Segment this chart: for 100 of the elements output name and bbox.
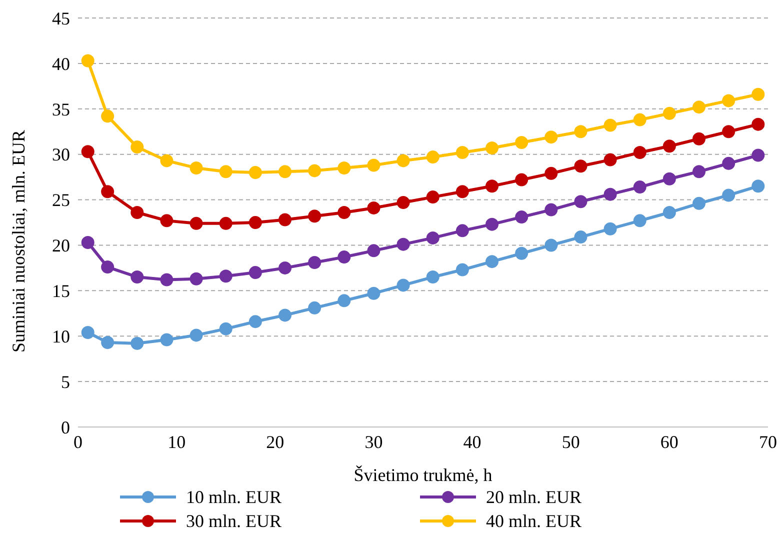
point [633,146,646,160]
point [81,54,94,68]
point [486,141,498,154]
y-tick-label: 15 [52,281,70,302]
x-tick-label: 0 [74,432,82,452]
point [574,230,588,244]
point [662,172,676,186]
x-tick-label: 50 [562,432,580,452]
legend-label: 40 mln. EUR [486,510,582,532]
point [662,140,676,153]
point [604,222,617,236]
x-tick-label: 60 [660,432,678,452]
point [190,216,203,230]
point [396,238,410,251]
point [456,146,469,160]
point [338,294,351,308]
point [248,166,262,180]
point [248,216,262,229]
point [338,250,351,264]
point [367,158,380,172]
point [456,263,469,276]
point [308,210,322,223]
point [604,188,617,201]
point [722,188,736,202]
point [190,272,203,286]
point [367,286,380,300]
point [219,322,232,336]
point [396,154,410,168]
point [486,218,498,231]
point [722,94,736,108]
point [515,173,528,186]
point [190,328,203,342]
point [426,190,440,204]
point [633,214,646,228]
point [662,106,676,120]
point [544,238,558,252]
point [308,164,322,178]
point [692,165,706,178]
point [515,210,528,224]
point [81,326,94,339]
y-tick-label: 45 [52,8,70,28]
point [308,256,322,269]
y-tick-label: 20 [52,236,70,256]
point [101,110,114,123]
point [604,153,617,166]
point [752,180,765,193]
point [396,196,410,210]
y-axis-title: Suminiai nuostoliai, mln. EUR [8,130,28,352]
point [574,160,588,173]
y-tick-label: 10 [52,326,70,346]
y-tick-label: 0 [61,417,70,438]
y-tick-label: 5 [61,372,70,392]
point [722,125,736,138]
point [130,206,144,219]
point [130,270,144,284]
point [574,125,588,138]
point [81,145,94,158]
y-tick-label: 30 [52,144,70,165]
x-tick-label: 20 [266,432,284,452]
point [367,244,380,258]
point [486,255,498,268]
x-tick-label: 10 [168,432,186,452]
point [396,278,410,292]
point [160,333,174,346]
point [160,154,174,168]
point [692,100,706,114]
y-tick-label: 25 [52,190,70,210]
point [308,301,322,314]
point [160,273,174,286]
point [190,161,203,174]
point [101,260,114,274]
point [574,195,588,208]
point [426,270,440,284]
legend-label: 30 mln. EUR [186,510,282,532]
point [130,140,144,154]
point [515,246,528,260]
point [544,203,558,216]
x-tick-label: 30 [364,432,383,452]
point [101,185,114,198]
x-tick-label: 70 [759,432,777,452]
point [544,130,558,144]
point [81,236,94,249]
point [752,88,765,101]
point [604,118,617,132]
point [515,136,528,150]
point [633,180,646,194]
point [426,231,440,244]
point [248,315,262,328]
point [692,196,706,210]
point [248,266,262,279]
point [278,308,292,322]
point [278,165,292,178]
point [722,156,736,170]
point [338,161,351,174]
y-tick-label: 40 [52,54,70,74]
point [486,180,498,193]
point [752,118,765,131]
point [338,206,351,219]
point [278,213,292,226]
point [426,150,440,164]
